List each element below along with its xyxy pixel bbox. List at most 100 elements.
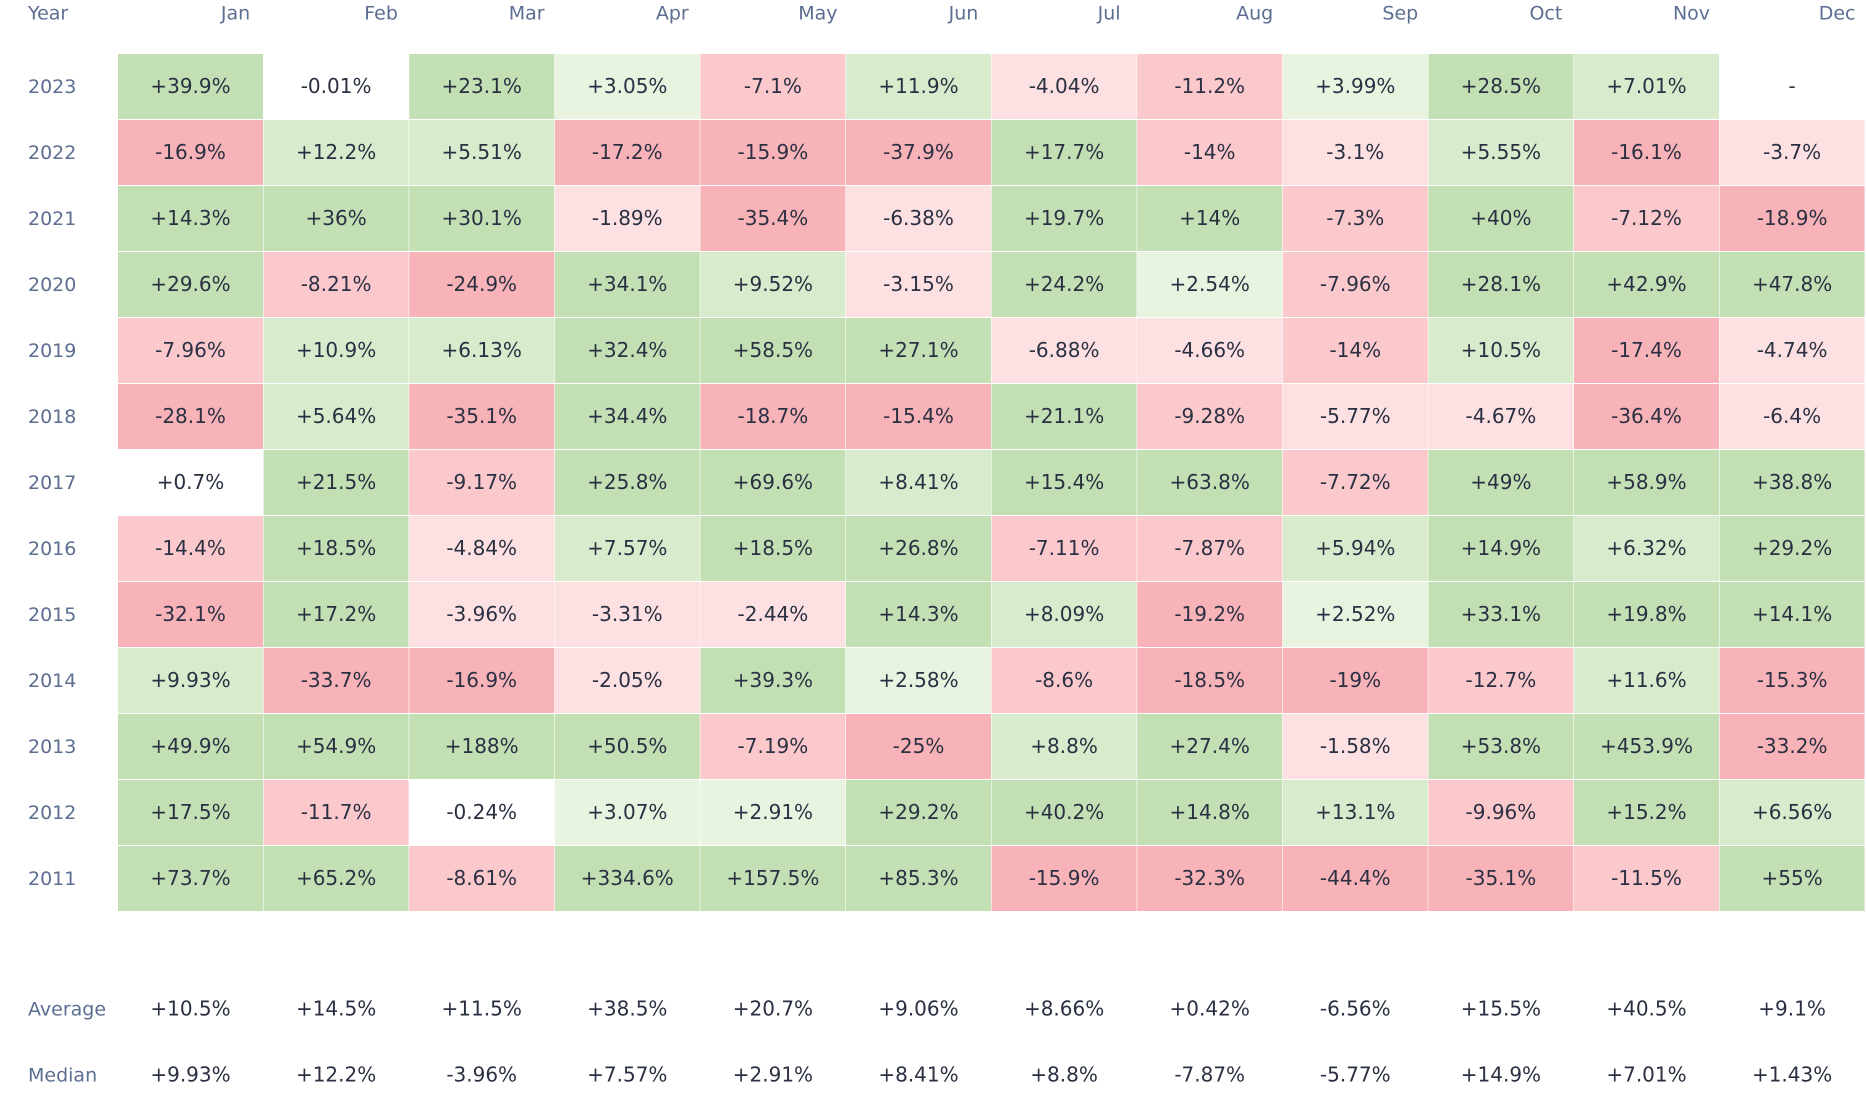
summary-value: +14.9% <box>1461 1063 1541 1087</box>
heatmap-cell <box>409 516 555 581</box>
cell-value: -15.4% <box>883 404 954 428</box>
cell-value: +21.5% <box>296 470 376 494</box>
cell-value: -25% <box>893 734 945 758</box>
heatmap-cell <box>1137 120 1283 185</box>
cell-value: -5.77% <box>1320 404 1391 428</box>
cell-value: +54.9% <box>296 734 376 758</box>
summary-value: +2.91% <box>733 1063 813 1087</box>
heatmap-cell <box>1719 648 1865 713</box>
cell-value: -4.74% <box>1757 338 1828 362</box>
heatmap-cell <box>1428 450 1574 515</box>
cell-value: -7.19% <box>738 734 809 758</box>
cell-value: +27.4% <box>1170 734 1250 758</box>
heatmap-cell <box>554 186 700 251</box>
heatmap-cell <box>991 714 1137 779</box>
heatmap-cell <box>554 780 700 845</box>
cell-value: +7.01% <box>1606 74 1686 98</box>
cell-value: -4.84% <box>446 536 517 560</box>
cell-value: -2.44% <box>738 602 809 626</box>
heatmap-cell <box>554 252 700 317</box>
heatmap-cell <box>1574 516 1719 581</box>
cell-value: -33.2% <box>1757 734 1828 758</box>
summary-value: +8.8% <box>1030 1063 1098 1087</box>
cell-value: +36% <box>305 206 366 230</box>
cell-value: -14.4% <box>155 536 226 560</box>
cell-value: -4.04% <box>1029 74 1100 98</box>
summary-value: +0.42% <box>1170 997 1250 1021</box>
heatmap-cell <box>118 714 263 779</box>
heatmap-cell <box>700 714 846 779</box>
cell-value: +39.3% <box>733 668 813 692</box>
heatmap-cell <box>1428 186 1574 251</box>
cell-value: +29.2% <box>878 800 958 824</box>
heatmap-cell <box>409 384 555 449</box>
heatmap-cell <box>1137 450 1283 515</box>
row-label-2023: 2023 <box>28 76 76 98</box>
cell-value: +5.55% <box>1461 140 1541 164</box>
heatmap-cell <box>1574 252 1719 317</box>
heatmap-cell <box>263 186 409 251</box>
heatmap-cell <box>554 516 700 581</box>
heatmap-cell <box>1719 582 1865 647</box>
row-label-2015: 2015 <box>28 604 76 626</box>
heatmap-cell <box>409 120 555 185</box>
row-label-2016: 2016 <box>28 538 76 560</box>
heatmap-cell <box>1574 186 1719 251</box>
heatmap-cell <box>1428 780 1574 845</box>
heatmap-cell <box>554 582 700 647</box>
cell-value: +15.4% <box>1024 470 1104 494</box>
header-row: Year Jan Feb Mar Apr May Jun Jul Aug Sep Oct Nov Dec <box>27 3 1855 25</box>
heatmap-cell <box>554 450 700 515</box>
heatmap-cell <box>263 846 409 911</box>
cell-value: -8.6% <box>1035 668 1093 692</box>
heatmap-cell <box>700 450 846 515</box>
heatmap-cell <box>1282 120 1428 185</box>
heatmap-cell <box>118 120 263 185</box>
cell-value: +14% <box>1179 206 1240 230</box>
column-header-mar: Mar <box>509 3 545 25</box>
cell-value: -3.31% <box>592 602 663 626</box>
summary-value: +9.93% <box>150 1063 230 1087</box>
cell-value: -18.9% <box>1757 206 1828 230</box>
heatmap-cell <box>1282 252 1428 317</box>
row-label-2018: 2018 <box>28 406 76 428</box>
cell-value: +453.9% <box>1600 734 1693 758</box>
heatmap-cell <box>700 516 846 581</box>
heatmap-cell <box>700 780 846 845</box>
cell-value: +85.3% <box>878 866 958 890</box>
cell-value: +9.52% <box>733 272 813 296</box>
heatmap-cell <box>1719 318 1865 383</box>
cell-value: -32.1% <box>155 602 226 626</box>
heatmap-cell <box>1137 516 1283 581</box>
cell-value: +32.4% <box>587 338 667 362</box>
cell-value: +8.8% <box>1030 734 1098 758</box>
heatmap-cell <box>700 120 846 185</box>
cell-value: -16.9% <box>155 140 226 164</box>
heatmap-cell <box>409 648 555 713</box>
heatmap-cell <box>409 252 555 317</box>
heatmap-cell <box>1428 384 1574 449</box>
cell-value: -11.5% <box>1611 866 1682 890</box>
cell-value: +27.1% <box>878 338 958 362</box>
heatmap-cell <box>991 450 1137 515</box>
cell-value: -8.21% <box>301 272 372 296</box>
cell-value: +39.9% <box>150 74 230 98</box>
cell-value: -9.28% <box>1174 404 1245 428</box>
row-label-2011: 2011 <box>28 868 76 890</box>
summary-value: +7.01% <box>1606 1063 1686 1087</box>
heatmap-cell <box>1137 780 1283 845</box>
heatmap-cell <box>409 318 555 383</box>
summary-value: +7.57% <box>587 1063 667 1087</box>
heatmap-cell <box>1137 648 1283 713</box>
heatmap-cell <box>1428 516 1574 581</box>
summary-value: +12.2% <box>296 1063 376 1087</box>
heatmap-cell <box>1137 384 1283 449</box>
heatmap-cell <box>1574 582 1719 647</box>
cell-value: -33.7% <box>301 668 372 692</box>
heatmap-cell <box>1137 252 1283 317</box>
heatmap-cell <box>1574 714 1719 779</box>
heatmap-cell <box>1574 450 1719 515</box>
heatmap-cell <box>846 516 991 581</box>
cell-value: +53.8% <box>1461 734 1541 758</box>
heatmap-cell <box>1282 648 1428 713</box>
